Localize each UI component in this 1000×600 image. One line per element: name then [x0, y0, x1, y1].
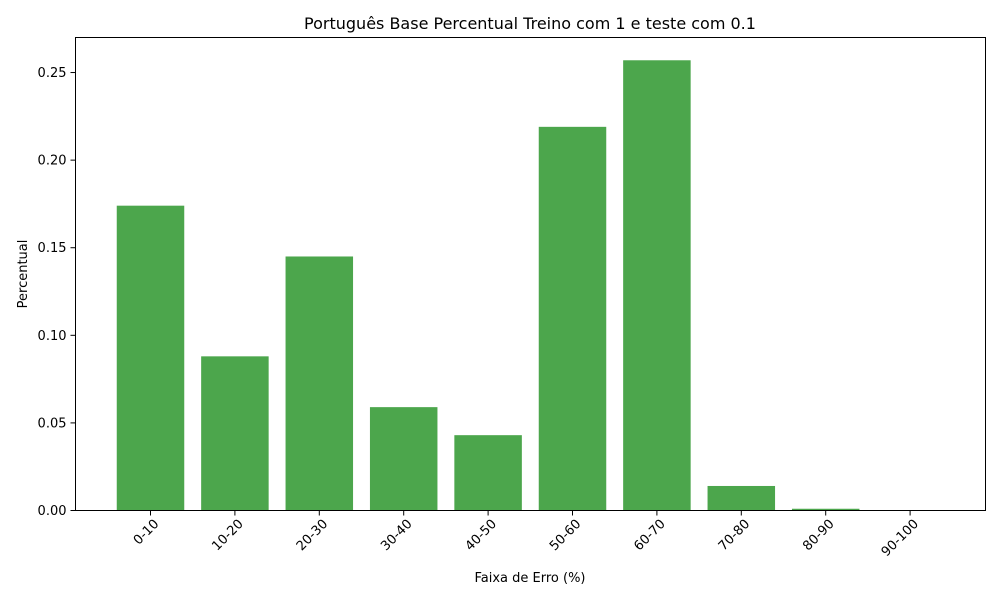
chart-title: Português Base Percentual Treino com 1 e… — [304, 14, 756, 33]
bar-50-60 — [538, 126, 607, 511]
x-tick-label: 10-20 — [209, 517, 246, 554]
x-tick-label: 0-10 — [131, 517, 162, 548]
bar-80-90 — [791, 508, 860, 511]
bar-0-10 — [116, 205, 185, 511]
x-tick-label: 40-50 — [463, 517, 500, 554]
y-tick-label: 0.15 — [38, 241, 67, 256]
bars-group — [116, 60, 860, 511]
y-tick-label: 0.25 — [38, 66, 67, 81]
bar-30-40 — [369, 407, 438, 511]
x-tick-label: 50-60 — [547, 517, 584, 554]
bar-10-20 — [201, 356, 269, 511]
x-tick-label: 80-90 — [800, 517, 837, 554]
x-tick-label: 90-100 — [879, 517, 922, 560]
x-tick-label: 60-70 — [631, 517, 668, 554]
y-tick-label: 0.00 — [38, 504, 67, 519]
x-tick-label: 20-30 — [294, 517, 331, 554]
bar-40-50 — [454, 435, 522, 511]
plot-frame — [75, 37, 986, 511]
x-axis-label: Faixa de Erro (%) — [474, 571, 585, 586]
x-tick-label: 30-40 — [378, 517, 415, 554]
x-axis: 0-10 10-20 20-30 30-40 40-50 50-60 60-70 70-80 8… — [131, 510, 922, 560]
y-tick-label: 0.20 — [38, 154, 67, 169]
bar-70-80 — [707, 485, 776, 511]
bar-60-70 — [623, 60, 691, 511]
y-axis-label: Percentual — [16, 240, 31, 309]
y-tick-label: 0.05 — [38, 416, 67, 431]
y-tick-label: 0.10 — [38, 329, 67, 344]
bar-20-30 — [285, 256, 354, 511]
y-axis: 0.00 0.05 0.10 0.15 0.20 0.25 — [38, 66, 76, 519]
x-tick-label: 70-80 — [716, 517, 753, 554]
